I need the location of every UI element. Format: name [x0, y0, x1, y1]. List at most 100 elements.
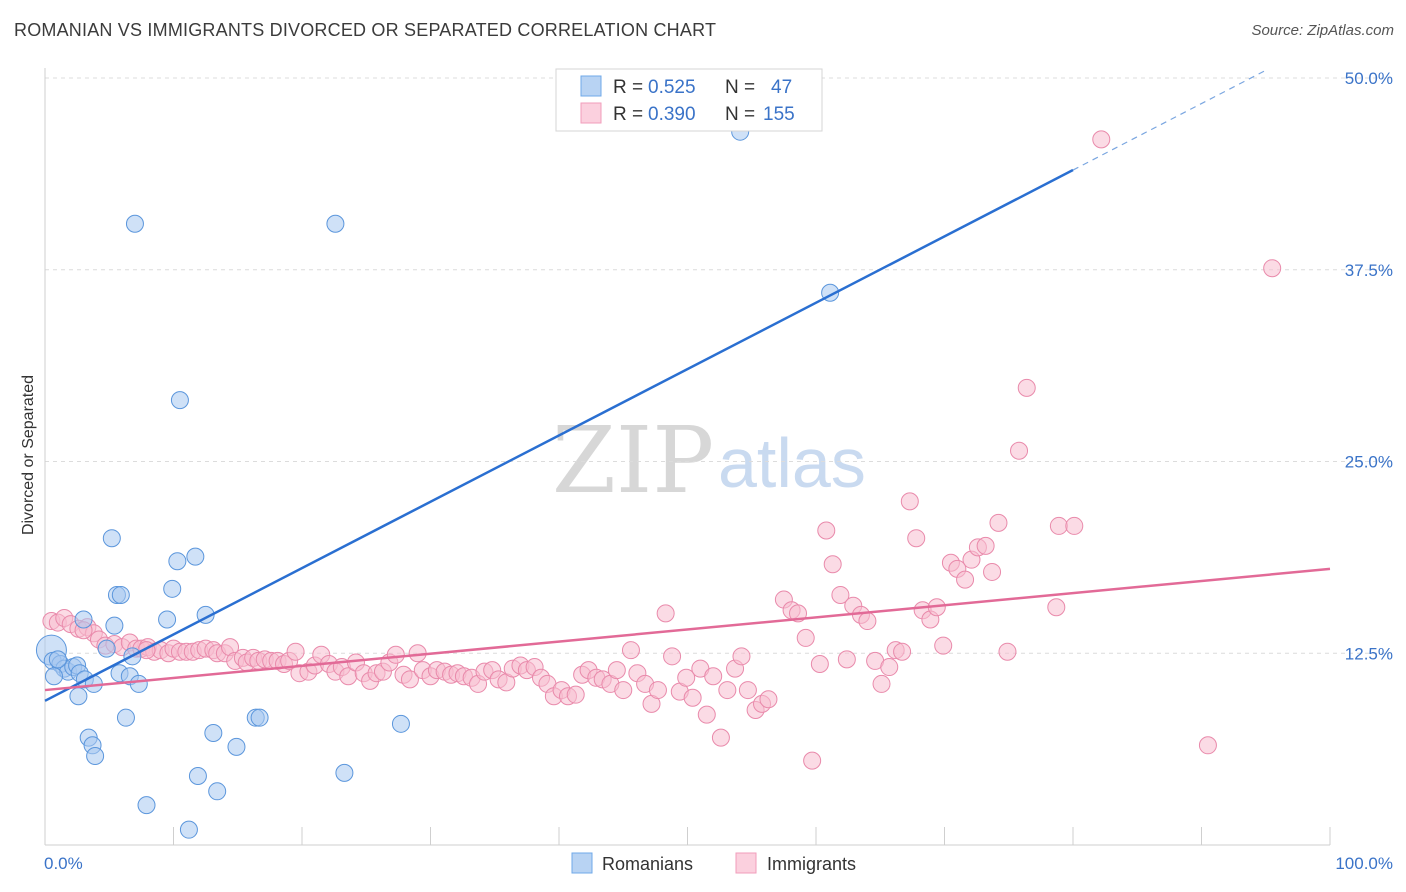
romanians-point — [326, 214, 345, 233]
immigrants-trend-line — [44, 567, 1331, 692]
legend-n-label-2: N = — [725, 104, 755, 125]
immigrants-point — [683, 688, 702, 707]
immigrants-point — [663, 647, 682, 666]
romanians-point — [116, 708, 135, 727]
immigrants-point — [1198, 736, 1217, 755]
immigrants-point — [976, 536, 995, 555]
immigrants-point — [831, 585, 850, 604]
immigrants-point — [817, 521, 836, 540]
romanians-point — [186, 547, 205, 566]
immigrants-point — [1010, 441, 1029, 460]
immigrants-point — [286, 642, 305, 661]
correlation-legend: R = 0.525 N = 47 R = 0.390 N = 155 — [555, 68, 823, 132]
chart-title: ROMANIAN VS IMMIGRANTS DIVORCED OR SEPAR… — [14, 20, 717, 40]
immigrants-point — [1047, 598, 1066, 617]
immigrants-point — [810, 654, 829, 673]
legend-r-value-2: 0.390 — [648, 104, 696, 125]
romanians-point — [111, 585, 130, 604]
x-tick-labels: 0.0% 100.0% — [44, 854, 1393, 873]
legend-n-value-2: 155 — [763, 104, 795, 125]
immigrants-point — [711, 728, 730, 747]
romanians-point — [74, 610, 93, 629]
y-tick-label: 37.5% — [1345, 261, 1393, 280]
y-tick-label: 50.0% — [1345, 69, 1393, 88]
romanians-point — [179, 820, 198, 839]
immigrants-point — [803, 751, 822, 770]
immigrants-point — [872, 674, 891, 693]
immigrants-point — [837, 650, 856, 669]
bottom-legend-immigrants: Immigrants — [767, 854, 856, 874]
y-tick-label: 12.5% — [1345, 644, 1393, 663]
legend-r-label-1: R = — [613, 77, 643, 98]
immigrants-point — [648, 681, 667, 700]
romanians-point — [208, 782, 227, 801]
y-tick-labels: 12.5% 25.0% 37.5% 50.0% — [1345, 69, 1393, 663]
immigrants-point — [1017, 378, 1036, 397]
immigrants-point — [566, 685, 585, 704]
immigrants-point — [732, 647, 751, 666]
romanians-point — [250, 708, 269, 727]
grid-lines — [45, 77, 1392, 654]
immigrants-point — [704, 667, 723, 686]
legend-r-value-1: 0.525 — [648, 77, 696, 98]
axes — [44, 68, 1331, 846]
romanians-point — [97, 639, 116, 658]
immigrants-point — [893, 642, 912, 661]
immigrants-point — [989, 513, 1008, 532]
immigrants-point — [614, 681, 633, 700]
immigrants-point — [934, 636, 953, 655]
trend-lines — [44, 69, 1331, 702]
legend-swatch-romanians — [580, 75, 602, 97]
romanians-point — [125, 214, 144, 233]
immigrants-point — [1049, 516, 1068, 535]
romanians-point — [204, 724, 223, 743]
legend-r-label-2: R = — [613, 104, 643, 125]
x-tick-label-max: 100.0% — [1335, 854, 1393, 873]
x-tick-label-min: 0.0% — [44, 854, 83, 873]
immigrants-point — [823, 555, 842, 574]
romanians-point — [391, 714, 410, 733]
immigrants-point — [621, 641, 640, 660]
romanians-point — [69, 687, 88, 706]
bottom-legend-swatch-romanians — [571, 852, 593, 874]
legend-n-label-1: N = — [725, 77, 755, 98]
source-label: Source: ZipAtlas.com — [1251, 22, 1394, 39]
romanians-point — [44, 667, 63, 686]
romanians-trend-line — [44, 168, 1074, 702]
immigrants-point — [718, 681, 737, 700]
romanians-point — [227, 737, 246, 756]
romanians-point — [170, 391, 189, 410]
romanians-point — [129, 674, 148, 693]
immigrants-points — [42, 130, 1282, 770]
y-tick-label: 25.0% — [1345, 453, 1393, 472]
immigrants-point — [697, 705, 716, 724]
y-axis-title: Divorced or Separated — [20, 375, 37, 535]
romanians-point — [188, 766, 207, 785]
immigrants-point — [607, 661, 626, 680]
immigrants-point — [796, 628, 815, 647]
immigrants-point — [677, 668, 696, 687]
immigrants-point — [907, 529, 926, 548]
romanians-point — [158, 610, 177, 629]
romanians-point — [48, 650, 67, 669]
immigrants-point — [858, 612, 877, 631]
series-legend: Romanians Immigrants — [571, 852, 856, 874]
bottom-legend-swatch-immigrants — [735, 852, 757, 874]
romanians-point — [105, 616, 124, 635]
legend-swatch-immigrants — [580, 102, 602, 124]
romanians-point — [86, 747, 105, 766]
immigrants-point — [1092, 130, 1111, 149]
romanians-point — [335, 763, 354, 782]
romanians-point — [168, 552, 187, 571]
romanians-trend-extension — [1072, 69, 1267, 171]
romanians-point — [137, 796, 156, 815]
immigrants-point — [998, 642, 1017, 661]
legend-n-value-1: 47 — [771, 77, 792, 98]
immigrants-point — [656, 604, 675, 623]
immigrants-point — [956, 570, 975, 589]
immigrants-point — [1065, 516, 1084, 535]
watermark-atlas: atlas — [718, 424, 866, 502]
immigrants-point — [900, 492, 919, 511]
immigrants-point — [386, 645, 405, 664]
